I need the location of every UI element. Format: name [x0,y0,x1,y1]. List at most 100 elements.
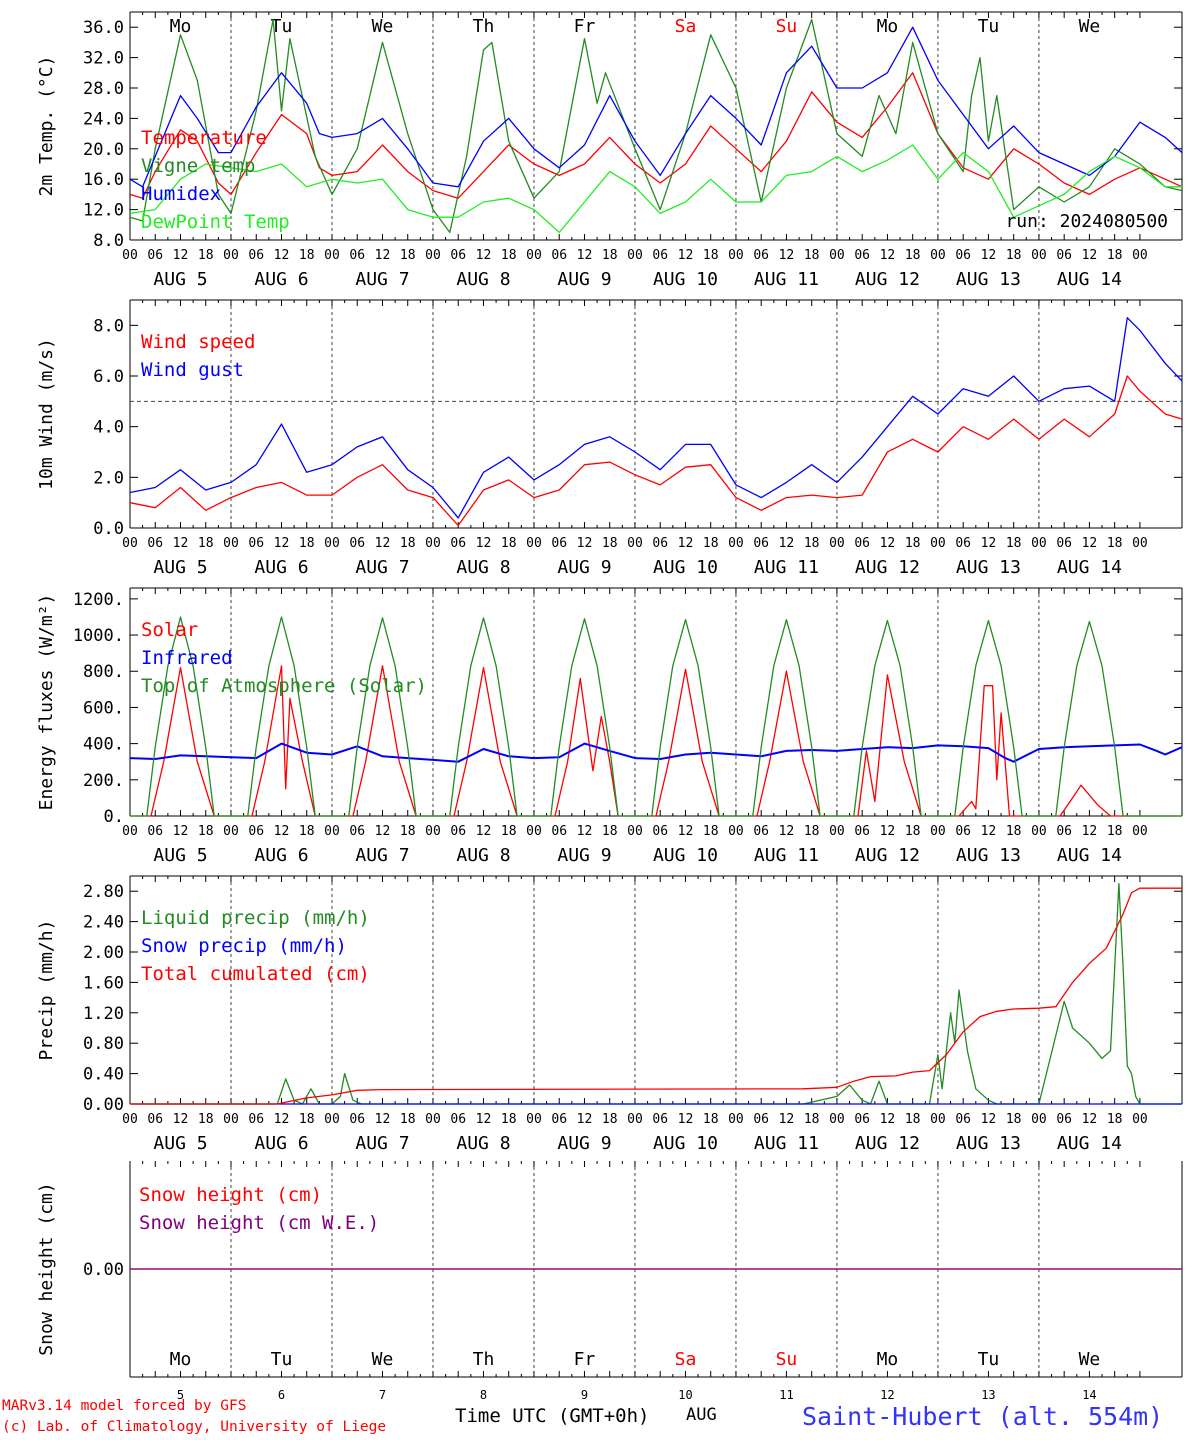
y-tick-label: 20.0 [83,140,124,160]
x-hour-tick-label: 06 [349,536,365,551]
series-line [129,26,1183,188]
x-hour-tick-label: 18 [1107,1112,1123,1127]
x-hour-tick-label: 18 [602,824,618,839]
x-hour-tick-label: 12 [779,536,795,551]
x-hour-tick-label: 06 [652,248,668,263]
x-hour-tick-label: 18 [905,248,921,263]
x-hour-tick-label: 06 [551,248,567,263]
x-hour-tick-label: 18 [602,248,618,263]
x-hour-tick-label: 18 [804,824,820,839]
x-hour-tick-label: 00 [1132,824,1148,839]
series-line [129,18,1183,234]
x-hour-tick-label: 12 [779,824,795,839]
y-tick-label: 8.0 [93,316,124,336]
y-tick-label: 0.00 [83,1260,124,1280]
x-day-number-label: 6 [278,1388,285,1402]
footer-credit-model: MARv3.14 model forced by GFS [2,1398,247,1414]
x-hour-tick-label: 18 [703,824,719,839]
weekday-label: Sa [675,16,697,37]
x-hour-tick-label: 00 [425,248,441,263]
x-day-number-label: 7 [379,1388,386,1402]
x-hour-tick-label: 18 [1107,536,1123,551]
x-hour-tick-label: 12 [880,824,896,839]
x-hour-tick-label: 12 [678,248,694,263]
weekday-label: Tu [978,16,1000,37]
x-hour-tick-label: 12 [375,248,391,263]
x-hour-tick-label: 00 [223,248,239,263]
y-tick-label: 8.0 [93,231,124,251]
x-hour-tick-label: 00 [829,824,845,839]
x-hour-tick-label: 06 [1056,536,1072,551]
x-day-number-label: 13 [981,1388,995,1402]
x-date-label: AUG 7 [355,269,409,290]
x-hour-tick-label: 00 [526,248,542,263]
weekday-label: Mo [170,16,192,37]
x-hour-tick-label: 00 [324,824,340,839]
x-date-label: AUG 5 [153,557,207,578]
x-date-label: AUG 12 [855,269,920,290]
x-hour-tick-label: 18 [804,536,820,551]
x-hour-tick-label: 12 [1082,824,1098,839]
weekday-label: Th [473,16,495,37]
x-hour-tick-label: 06 [652,536,668,551]
x-hour-tick-label: 18 [400,248,416,263]
x-hour-tick-label: 12 [274,1112,290,1127]
x-hour-tick-label: 12 [1082,536,1098,551]
weekday-label: Mo [170,1349,192,1370]
y-axis-title: 10m Wind (m/s) [36,338,57,490]
x-hour-tick-label: 18 [400,536,416,551]
x-hour-tick-label: 06 [753,824,769,839]
x-hour-tick-label: 00 [1132,1112,1148,1127]
x-hour-tick-label: 00 [930,824,946,839]
x-hour-tick-label: 12 [274,824,290,839]
x-date-label: AUG 14 [1057,845,1122,866]
legend-label: Vigne temp [141,155,255,177]
x-hour-tick-label: 06 [753,536,769,551]
x-date-label: AUG 11 [754,269,819,290]
x-hour-tick-label: 18 [1006,248,1022,263]
station-label: Saint-Hubert (alt. 554m) [802,1402,1164,1431]
x-hour-tick-label: 06 [955,1112,971,1127]
x-hour-tick-label: 00 [930,248,946,263]
series-line [129,144,1182,234]
x-hour-tick-label: 06 [1056,248,1072,263]
legend-label: Snow precip (mm/h) [141,935,347,957]
legend-label: Wind gust [141,359,244,381]
x-hour-tick-label: 00 [122,1112,138,1127]
x-date-label: AUG 5 [153,845,207,866]
legend-label: Solar [141,619,198,641]
x-hour-tick-label: 06 [955,824,971,839]
y-tick-label: 200. [83,771,124,791]
y-tick-label: 1.60 [83,973,124,993]
month-label: AUG [686,1405,717,1425]
y-tick-label: 2.40 [83,913,124,933]
legend-label: Liquid precip (mm/h) [141,907,370,929]
y-tick-label: 0.0 [93,519,124,539]
x-hour-tick-label: 18 [501,824,517,839]
x-hour-tick-label: 12 [880,536,896,551]
x-hour-tick-label: 06 [349,824,365,839]
x-date-label: AUG 10 [653,845,718,866]
x-hour-tick-label: 00 [829,248,845,263]
x-hour-tick-label: 00 [526,1112,542,1127]
x-hour-tick-label: 00 [1132,536,1148,551]
series-line [129,742,1183,763]
x-date-label: AUG 6 [254,269,308,290]
x-hour-tick-label: 06 [147,824,163,839]
weekday-label: Fr [574,16,596,37]
y-tick-label: 800. [83,662,124,682]
legend-label: DewPoint Temp [141,211,290,233]
x-date-label: AUG 8 [456,1133,510,1154]
x-date-label: AUG 13 [956,1133,1021,1154]
x-date-label: AUG 12 [855,845,920,866]
x-hour-tick-label: 18 [299,824,315,839]
x-day-number-label: 9 [581,1388,588,1402]
weekday-label: We [372,16,394,37]
x-hour-tick-label: 12 [981,1112,997,1127]
x-hour-tick-label: 00 [1031,536,1047,551]
x-hour-tick-label: 00 [223,1112,239,1127]
x-hour-tick-label: 06 [147,536,163,551]
x-date-label: AUG 5 [153,269,207,290]
x-hour-tick-label: 00 [627,1112,643,1127]
x-date-label: AUG 5 [153,1133,207,1154]
